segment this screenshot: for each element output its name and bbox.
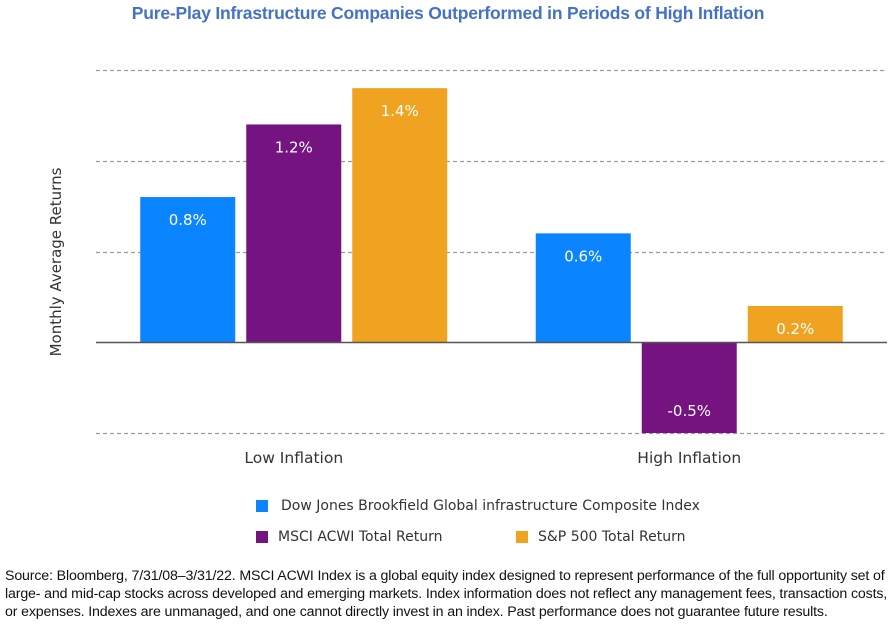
bar-chart: 0.8% 1.2% 1.4% 0.6% -0.5% 0.2% Low Inflation H…	[47, 69, 887, 467]
legend-item-msci-acwi: MSCI ACWI Total Return	[256, 529, 442, 545]
data-label-0-2: 1.4%	[381, 102, 419, 120]
legend-label-sp500: S&P 500 Total Return	[538, 529, 686, 545]
legend-swatch-sp500	[516, 531, 528, 543]
bar-1-1	[641, 342, 737, 433]
chart-title: Pure-Play Infrastructure Companies Outpe…	[131, 3, 765, 23]
legend-item-dow-jones: Dow Jones Brookfield Global infrastructu…	[256, 498, 700, 514]
data-label-1-0: 0.6%	[564, 247, 602, 265]
data-label-1-1: -0.5%	[667, 402, 711, 420]
bar-1-2	[747, 305, 843, 343]
category-label-1: High Inflation	[637, 449, 741, 467]
data-labels: 0.8% 1.2% 1.4% 0.6% -0.5% 0.2%	[169, 102, 815, 420]
bar-0-2	[352, 88, 448, 343]
data-label-1-2: 0.2%	[776, 320, 814, 338]
y-axis-label: Monthly Average Returns	[47, 167, 65, 356]
data-label-0-1: 1.2%	[275, 138, 313, 156]
legend-label-dow-jones: Dow Jones Brookfield Global infrastructu…	[281, 498, 700, 514]
bar-0-1	[246, 124, 342, 343]
bars	[140, 88, 843, 433]
legend-label-msci-acwi: MSCI ACWI Total Return	[278, 529, 443, 545]
source-footnote: Source: Bloomberg, 7/31/08–3/31/22. MSCI…	[5, 568, 888, 620]
gridlines	[96, 69, 887, 435]
bar-0-0	[140, 197, 236, 343]
legend-item-sp500: S&P 500 Total Return	[516, 529, 685, 545]
legend-swatch-msci-acwi	[256, 531, 268, 543]
bar-1-0	[535, 233, 631, 343]
legend-swatch-dow-jones	[256, 500, 268, 512]
category-labels: Low Inflation High Inflation	[244, 449, 741, 467]
category-label-0: Low Inflation	[244, 449, 343, 467]
data-label-0-0: 0.8%	[169, 211, 207, 229]
